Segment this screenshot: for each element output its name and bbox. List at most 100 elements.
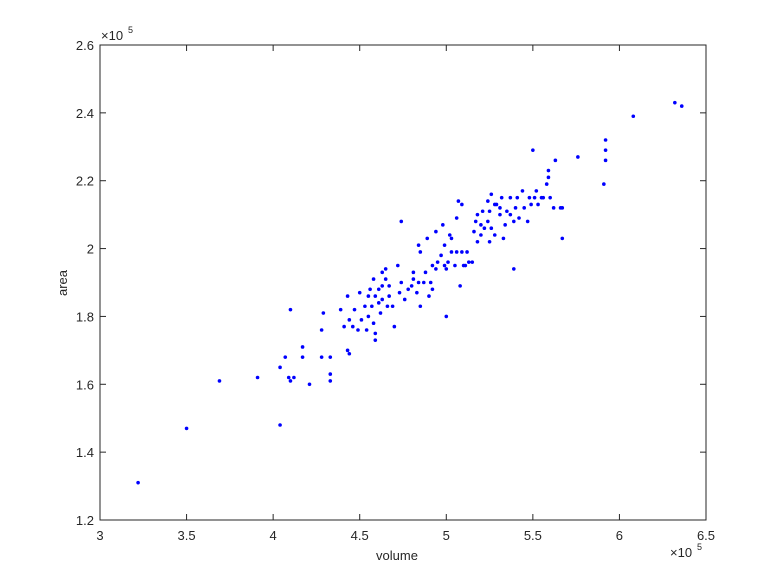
point <box>454 250 459 254</box>
point <box>383 277 388 281</box>
y-tick-label: 2.6 <box>76 38 94 53</box>
point <box>347 351 352 356</box>
point <box>319 355 324 359</box>
point <box>319 328 324 332</box>
point <box>489 192 494 197</box>
point <box>392 324 397 329</box>
point <box>546 168 551 173</box>
y-tick-label: 1.6 <box>76 377 94 392</box>
point <box>380 297 385 302</box>
point <box>383 267 388 271</box>
point <box>544 182 549 186</box>
y-axis-label: area <box>55 269 70 296</box>
point <box>283 355 288 359</box>
point <box>454 216 459 220</box>
point <box>371 321 376 326</box>
point <box>217 379 222 383</box>
point <box>364 328 369 332</box>
point <box>465 250 469 254</box>
point <box>444 267 449 271</box>
point <box>406 287 410 292</box>
point <box>463 263 468 268</box>
point <box>359 318 364 322</box>
point <box>421 280 426 285</box>
point <box>387 294 391 298</box>
point <box>371 277 376 281</box>
point <box>435 260 440 264</box>
point <box>520 189 525 193</box>
point <box>390 304 395 309</box>
point <box>366 294 371 298</box>
point <box>486 219 490 224</box>
y-tick-label: 2.4 <box>76 106 94 121</box>
point <box>357 290 362 295</box>
x-tick-label: 6.5 <box>697 528 715 543</box>
point <box>345 294 350 298</box>
point <box>534 189 539 193</box>
point <box>499 195 504 200</box>
point <box>470 260 475 264</box>
y-tick-label: 1.2 <box>76 513 94 528</box>
y-multiplier: ×10 <box>101 28 123 43</box>
point <box>328 355 333 359</box>
point <box>482 226 487 231</box>
point <box>603 138 608 142</box>
point <box>347 318 352 322</box>
point <box>342 324 346 329</box>
point <box>402 297 407 302</box>
point <box>551 206 556 210</box>
point <box>503 223 507 227</box>
point <box>460 202 464 207</box>
point <box>278 423 282 427</box>
point <box>376 301 381 305</box>
point <box>458 284 462 288</box>
point <box>479 233 483 237</box>
point <box>527 195 532 200</box>
point <box>350 324 355 329</box>
point <box>288 307 293 312</box>
point <box>416 243 421 247</box>
point <box>380 270 385 275</box>
point <box>427 294 431 298</box>
point <box>444 314 449 319</box>
point <box>286 375 291 380</box>
point <box>397 290 402 295</box>
point <box>494 202 499 207</box>
point <box>449 236 454 241</box>
point <box>307 382 312 387</box>
point <box>603 158 608 163</box>
point <box>508 212 513 217</box>
point <box>430 263 435 268</box>
point <box>453 263 457 268</box>
y-tick-label: 1.4 <box>76 445 94 460</box>
point <box>387 284 391 288</box>
point <box>522 206 526 210</box>
point <box>430 287 435 292</box>
point <box>475 239 480 244</box>
point <box>512 267 516 271</box>
point <box>373 338 378 342</box>
point <box>456 199 461 203</box>
point <box>425 236 430 241</box>
point <box>442 263 447 268</box>
point <box>441 223 445 227</box>
point <box>368 287 372 292</box>
point <box>428 280 433 285</box>
y-tick-label: 2.2 <box>76 174 94 189</box>
point <box>487 209 492 214</box>
x-multiplier: ×10 <box>670 545 692 560</box>
point <box>472 229 476 234</box>
point <box>363 304 367 309</box>
x-tick-label: 6 <box>616 528 623 543</box>
point <box>515 195 520 200</box>
point <box>513 206 518 210</box>
point <box>434 229 438 234</box>
x-tick-label: 3 <box>96 528 103 543</box>
x-tick-label: 4 <box>270 528 277 543</box>
point <box>439 253 443 258</box>
point <box>536 202 540 207</box>
point <box>442 243 447 247</box>
point <box>498 206 502 210</box>
point <box>385 304 390 309</box>
